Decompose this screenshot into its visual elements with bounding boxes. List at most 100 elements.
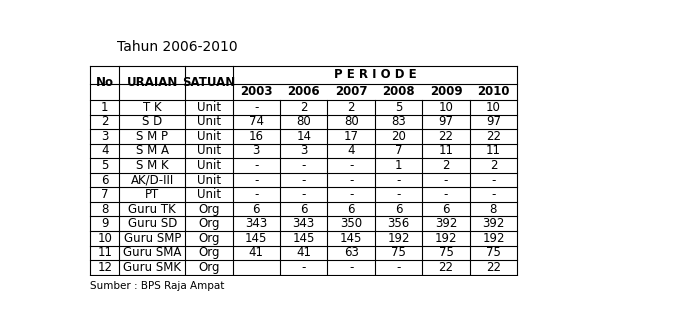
Text: 145: 145: [340, 232, 362, 245]
Text: 22: 22: [486, 130, 501, 143]
Text: 6: 6: [252, 203, 260, 216]
Text: 97: 97: [486, 115, 501, 128]
Text: 22: 22: [439, 130, 454, 143]
Text: 63: 63: [343, 246, 358, 259]
Text: Guru SMA: Guru SMA: [123, 246, 182, 259]
Text: 3: 3: [300, 144, 307, 157]
Text: 2003: 2003: [240, 85, 273, 98]
Text: 80: 80: [344, 115, 358, 128]
Text: -: -: [254, 101, 258, 114]
Text: 41: 41: [249, 246, 264, 259]
Text: -: -: [254, 174, 258, 187]
Text: Unit: Unit: [197, 101, 221, 114]
Text: 3: 3: [101, 130, 108, 143]
Text: -: -: [349, 261, 354, 274]
Text: 1: 1: [395, 159, 403, 172]
Text: 12: 12: [97, 261, 112, 274]
Text: 14: 14: [296, 130, 311, 143]
Text: 1: 1: [101, 101, 109, 114]
Text: -: -: [301, 159, 306, 172]
Text: Unit: Unit: [197, 144, 221, 157]
Text: Unit: Unit: [197, 174, 221, 187]
Text: Tahun 2006-2010: Tahun 2006-2010: [117, 40, 237, 54]
Text: 74: 74: [249, 115, 264, 128]
Text: 16: 16: [249, 130, 264, 143]
Text: Unit: Unit: [197, 188, 221, 201]
Text: 392: 392: [482, 217, 505, 230]
Text: 22: 22: [439, 261, 454, 274]
Text: Guru SD: Guru SD: [128, 217, 177, 230]
Text: 343: 343: [245, 217, 267, 230]
Text: Unit: Unit: [197, 115, 221, 128]
Text: -: -: [349, 159, 354, 172]
Text: 8: 8: [101, 203, 108, 216]
Text: -: -: [444, 174, 448, 187]
Text: SATUAN: SATUAN: [182, 76, 235, 89]
Text: Guru TK: Guru TK: [129, 203, 176, 216]
Text: 392: 392: [435, 217, 457, 230]
Text: No: No: [96, 76, 114, 89]
Text: Unit: Unit: [197, 130, 221, 143]
Text: 4: 4: [101, 144, 109, 157]
Text: -: -: [349, 174, 354, 187]
Text: Org: Org: [198, 217, 220, 230]
Text: 145: 145: [245, 232, 267, 245]
Text: 145: 145: [292, 232, 315, 245]
Text: PT: PT: [145, 188, 159, 201]
Text: 6: 6: [300, 203, 307, 216]
Text: -: -: [301, 261, 306, 274]
Text: Org: Org: [198, 203, 220, 216]
Text: 41: 41: [296, 246, 311, 259]
Text: 2009: 2009: [430, 85, 462, 98]
Text: 11: 11: [439, 144, 454, 157]
Text: S M K: S M K: [136, 159, 169, 172]
Text: -: -: [444, 188, 448, 201]
Text: -: -: [396, 188, 401, 201]
Text: 350: 350: [340, 217, 362, 230]
Text: 8: 8: [490, 203, 497, 216]
Text: T K: T K: [143, 101, 162, 114]
Text: 75: 75: [486, 246, 501, 259]
Text: 6: 6: [395, 203, 403, 216]
Text: 7: 7: [101, 188, 109, 201]
Text: 10: 10: [439, 101, 454, 114]
Text: 192: 192: [482, 232, 505, 245]
Text: 22: 22: [486, 261, 501, 274]
Text: 2: 2: [300, 101, 307, 114]
Text: 11: 11: [97, 246, 112, 259]
Text: S M P: S M P: [136, 130, 168, 143]
Text: 10: 10: [486, 101, 501, 114]
Text: 17: 17: [343, 130, 358, 143]
Text: 2: 2: [101, 115, 109, 128]
Text: Guru SMK: Guru SMK: [123, 261, 181, 274]
Text: 75: 75: [439, 246, 454, 259]
Text: Sumber : BPS Raja Ampat: Sumber : BPS Raja Ampat: [90, 281, 224, 291]
Text: -: -: [396, 174, 401, 187]
Text: 192: 192: [388, 232, 410, 245]
Text: 7: 7: [395, 144, 403, 157]
Text: Org: Org: [198, 232, 220, 245]
Text: 6: 6: [347, 203, 355, 216]
Text: AK/D-III: AK/D-III: [131, 174, 174, 187]
Text: 6: 6: [101, 174, 109, 187]
Text: 75: 75: [391, 246, 406, 259]
Text: 5: 5: [395, 101, 403, 114]
Text: 97: 97: [439, 115, 454, 128]
Text: 2007: 2007: [335, 85, 367, 98]
Text: 2008: 2008: [382, 85, 415, 98]
Text: -: -: [254, 159, 258, 172]
Text: 3: 3: [252, 144, 260, 157]
Text: 80: 80: [296, 115, 311, 128]
Text: -: -: [396, 261, 401, 274]
Text: 2010: 2010: [477, 85, 510, 98]
Text: 192: 192: [435, 232, 457, 245]
Text: Guru SMP: Guru SMP: [124, 232, 181, 245]
Text: Org: Org: [198, 246, 220, 259]
Text: -: -: [491, 174, 496, 187]
Text: 356: 356: [388, 217, 409, 230]
Text: -: -: [491, 188, 496, 201]
Text: S D: S D: [142, 115, 163, 128]
Text: Unit: Unit: [197, 159, 221, 172]
Text: -: -: [349, 188, 354, 201]
Text: Org: Org: [198, 261, 220, 274]
